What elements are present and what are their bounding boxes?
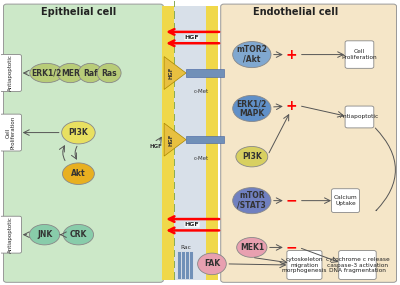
Bar <box>174 6 206 280</box>
FancyBboxPatch shape <box>345 106 374 128</box>
Polygon shape <box>164 56 186 89</box>
Polygon shape <box>164 123 186 156</box>
Ellipse shape <box>62 121 95 144</box>
Text: ERK1/2
MAPK: ERK1/2 MAPK <box>237 99 267 118</box>
FancyArrowPatch shape <box>375 128 396 211</box>
Bar <box>186 69 224 77</box>
Text: Calcium
Uptake: Calcium Uptake <box>334 196 357 206</box>
Text: HGF: HGF <box>169 67 174 79</box>
Bar <box>162 6 174 280</box>
Text: Antiapoptotic: Antiapoptotic <box>8 55 13 91</box>
Text: Epithelial cell: Epithelial cell <box>41 7 116 17</box>
Ellipse shape <box>236 146 268 167</box>
Text: −: − <box>286 194 298 208</box>
Text: HGF: HGF <box>169 133 174 146</box>
Ellipse shape <box>237 237 267 257</box>
FancyBboxPatch shape <box>287 251 322 280</box>
Text: ERK1/2: ERK1/2 <box>32 68 62 78</box>
Text: MER: MER <box>61 68 80 78</box>
Text: c-Met: c-Met <box>194 156 209 161</box>
Text: PI3K: PI3K <box>68 128 88 137</box>
Text: PI3K: PI3K <box>242 152 262 161</box>
FancyBboxPatch shape <box>221 4 396 282</box>
Text: HGF: HGF <box>185 35 199 40</box>
Text: mTOR
/STAT3: mTOR /STAT3 <box>238 191 266 210</box>
Text: cytoskeleton
migration
morphogenesis: cytoskeleton migration morphogenesis <box>282 257 327 273</box>
Ellipse shape <box>97 63 121 83</box>
Text: Antiapoptotic: Antiapoptotic <box>340 115 379 119</box>
Text: Akt: Akt <box>71 169 86 178</box>
Text: +: + <box>286 48 298 62</box>
FancyBboxPatch shape <box>4 4 163 282</box>
Ellipse shape <box>63 225 94 245</box>
Bar <box>206 6 218 280</box>
Text: c-Met: c-Met <box>194 89 209 94</box>
Text: Ras: Ras <box>101 68 117 78</box>
Text: Endothelial cell: Endothelial cell <box>253 7 338 17</box>
Ellipse shape <box>233 95 271 121</box>
FancyBboxPatch shape <box>0 55 22 91</box>
FancyBboxPatch shape <box>339 251 376 280</box>
Text: Cell
Proliferation: Cell Proliferation <box>6 116 16 149</box>
Text: −: − <box>286 241 298 255</box>
Bar <box>186 136 224 143</box>
Text: Raf: Raf <box>83 68 98 78</box>
Text: Rac: Rac <box>181 245 192 250</box>
Text: CRK: CRK <box>70 230 87 239</box>
Ellipse shape <box>57 63 84 83</box>
Text: HGF: HGF <box>150 144 162 149</box>
Ellipse shape <box>233 188 271 214</box>
Text: Antiapoptotic: Antiapoptotic <box>8 216 13 253</box>
FancyBboxPatch shape <box>345 41 374 68</box>
Text: HGF: HGF <box>185 222 199 227</box>
Ellipse shape <box>78 63 102 83</box>
Text: cytochrome c release
caspase-3 activation
DNA fragmentation: cytochrome c release caspase-3 activatio… <box>326 257 389 273</box>
Text: +: + <box>286 99 298 113</box>
FancyBboxPatch shape <box>0 216 22 253</box>
Text: Cell
Proliferation: Cell Proliferation <box>342 49 377 60</box>
FancyBboxPatch shape <box>332 189 360 213</box>
Text: JNK: JNK <box>37 230 52 239</box>
Ellipse shape <box>233 42 271 68</box>
Text: FAK: FAK <box>204 259 220 268</box>
FancyBboxPatch shape <box>0 114 22 151</box>
Ellipse shape <box>198 253 226 275</box>
Text: mTOR2
/Akt: mTOR2 /Akt <box>236 45 267 64</box>
Ellipse shape <box>30 63 63 83</box>
Ellipse shape <box>62 163 94 184</box>
Ellipse shape <box>29 225 60 245</box>
Text: MEK1: MEK1 <box>240 243 264 252</box>
